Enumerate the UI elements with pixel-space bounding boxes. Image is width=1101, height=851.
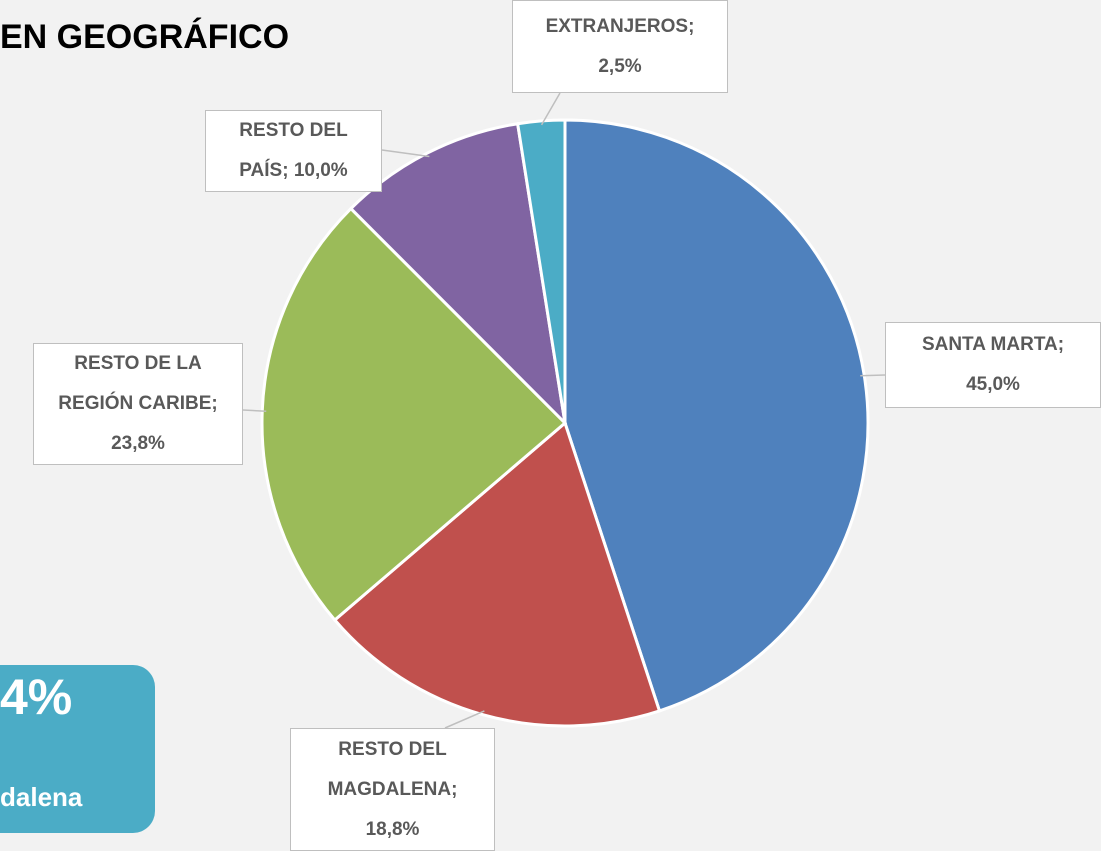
pie-slice [515,118,567,424]
callout-box [0,665,155,833]
leader-line [381,149,430,158]
data-label: EXTRANJEROS; 2,5% [512,0,728,93]
data-label: SANTA MARTA; 45,0% [885,322,1101,408]
callout-caption: dalena [0,782,83,812]
data-label: RESTO DEL PAÍS; 10,0% [205,110,382,192]
leader-line [860,374,886,377]
leader-line [444,710,485,729]
pie-slice [348,122,568,428]
leader-line [242,409,267,413]
leader-line [540,92,561,126]
callout-value: 4% [0,669,73,725]
data-label: RESTO DE LA REGIÓN CARIBE; 23,8% [33,343,243,465]
data-label: RESTO DEL MAGDALENA; 18,8% [290,728,495,851]
pie-slice [332,420,662,728]
chart-title: EN GEOGRÁFICO [0,18,290,56]
